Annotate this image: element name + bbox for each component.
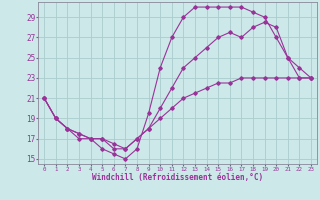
X-axis label: Windchill (Refroidissement éolien,°C): Windchill (Refroidissement éolien,°C) [92,173,263,182]
